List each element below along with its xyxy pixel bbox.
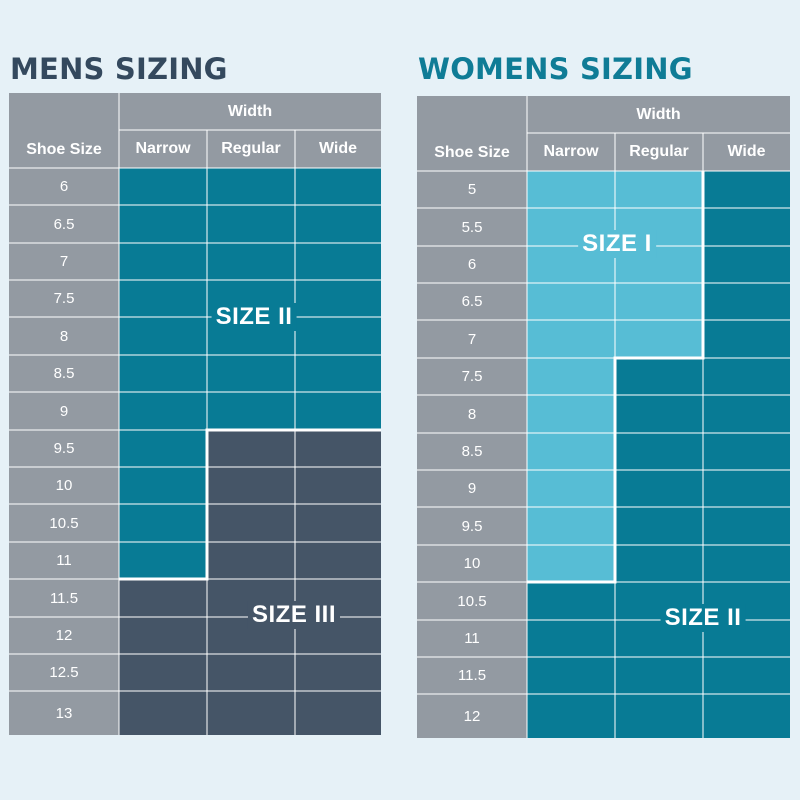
shoe-size-cell: 7.5 (417, 358, 527, 395)
grid-line-horizontal (9, 503, 381, 505)
shoe-size-cell: 9 (9, 392, 119, 430)
shoe-size-cell: 8 (9, 317, 119, 355)
grid-line-horizontal (417, 544, 790, 546)
grid-line-vertical (118, 93, 120, 735)
shoe-size-cell: 7 (9, 243, 119, 280)
shoe-size-cell: 6 (9, 168, 119, 205)
size-zone-label: SIZE II (660, 604, 746, 632)
grid-line-vertical (294, 130, 296, 735)
grid-line-horizontal (9, 354, 381, 356)
grid-line-horizontal (9, 690, 381, 692)
width-column-header-narrow: Narrow (119, 130, 207, 168)
shoe-size-cell: 8.5 (9, 355, 119, 392)
shoe-size-cell: 10.5 (417, 582, 527, 620)
grid-line-horizontal (417, 170, 790, 172)
zone-boundary-line (527, 171, 705, 584)
grid-line-horizontal (9, 653, 381, 655)
shoe-size-cell: 8 (417, 395, 527, 433)
grid-line-horizontal (417, 319, 790, 321)
shoe-size-cell: 11.5 (9, 579, 119, 617)
grid-line-horizontal (417, 207, 790, 209)
grid-line-horizontal (9, 429, 381, 431)
grid-line-horizontal (9, 204, 381, 206)
grid-line-horizontal (417, 432, 790, 434)
shoe-size-cell: 12 (9, 617, 119, 654)
mens-size-chart: Shoe Size Width Narrow Regular Wide 6 6.5 7 7.5 8… (9, 93, 381, 735)
size-zone-label: SIZE III (247, 601, 341, 629)
shoe-size-cell: 8.5 (417, 433, 527, 470)
grid-line-horizontal (417, 693, 790, 695)
grid-line-horizontal (9, 616, 381, 618)
shoe-size-header: Shoe Size (9, 93, 119, 168)
shoe-size-cell: 9.5 (9, 430, 119, 467)
shoe-size-cell: 5 (417, 171, 527, 208)
shoe-size-cell: 11 (417, 620, 527, 657)
shoe-size-cell: 9 (417, 470, 527, 507)
grid-line-horizontal (119, 129, 381, 131)
shoe-size-cell: 13 (9, 691, 119, 735)
shoe-size-cell: 10 (9, 467, 119, 504)
grid-line-horizontal (9, 242, 381, 244)
zone-boundary-line (119, 428, 381, 581)
grid-line-horizontal (417, 394, 790, 396)
shoe-size-cell: 10 (417, 545, 527, 582)
shoe-size-cell: 12.5 (9, 654, 119, 691)
grid-line-horizontal (527, 132, 790, 134)
grid-line-horizontal (9, 466, 381, 468)
size-zone-block (703, 171, 790, 358)
size-zone-block (119, 168, 381, 430)
grid-line-vertical (526, 96, 528, 738)
grid-line-horizontal (417, 357, 790, 359)
zone-boundary-overlay (527, 171, 705, 584)
shoe-size-cell: 7 (417, 320, 527, 358)
shoe-size-header: Shoe Size (417, 96, 527, 171)
width-header: Width (119, 93, 381, 130)
shoe-size-cell: 11 (9, 542, 119, 579)
shoe-size-cell: 12 (417, 694, 527, 738)
width-column-header-wide: Wide (295, 130, 381, 168)
grid-line-horizontal (417, 656, 790, 658)
shoe-size-cell: 5.5 (417, 208, 527, 246)
shoe-size-cell: 9.5 (417, 507, 527, 545)
grid-line-vertical (702, 133, 704, 738)
size-zone-label: SIZE II (211, 303, 297, 331)
zone-boundary-overlay (119, 428, 381, 581)
grid-line-horizontal (9, 541, 381, 543)
width-header: Width (527, 96, 790, 133)
womens-size-chart: Shoe Size Width Narrow Regular Wide 5 5.5 6 6.5 7… (417, 96, 790, 738)
mens-sizing-title: MENS SIZING (10, 52, 228, 86)
shoe-size-cell: 6.5 (417, 283, 527, 320)
shoe-size-cell: 7.5 (9, 280, 119, 317)
womens-sizing-title: WOMENS SIZING (418, 52, 693, 86)
grid-line-horizontal (9, 279, 381, 281)
width-column-header-regular: Regular (207, 130, 295, 168)
grid-line-horizontal (417, 282, 790, 284)
grid-line-horizontal (417, 469, 790, 471)
width-column-header-narrow: Narrow (527, 133, 615, 171)
grid-line-horizontal (417, 619, 790, 621)
grid-line-horizontal (9, 316, 381, 318)
shoe-size-cell: 6 (417, 246, 527, 283)
grid-line-horizontal (9, 167, 381, 169)
width-column-header-regular: Regular (615, 133, 703, 171)
grid-line-horizontal (9, 391, 381, 393)
shoe-size-cell: 11.5 (417, 657, 527, 694)
size-zone-block (527, 582, 790, 738)
grid-line-horizontal (417, 506, 790, 508)
shoe-size-cell: 6.5 (9, 205, 119, 243)
shoe-size-cell: 10.5 (9, 504, 119, 542)
size-zone-label: SIZE I (578, 230, 656, 258)
width-column-header-wide: Wide (703, 133, 790, 171)
